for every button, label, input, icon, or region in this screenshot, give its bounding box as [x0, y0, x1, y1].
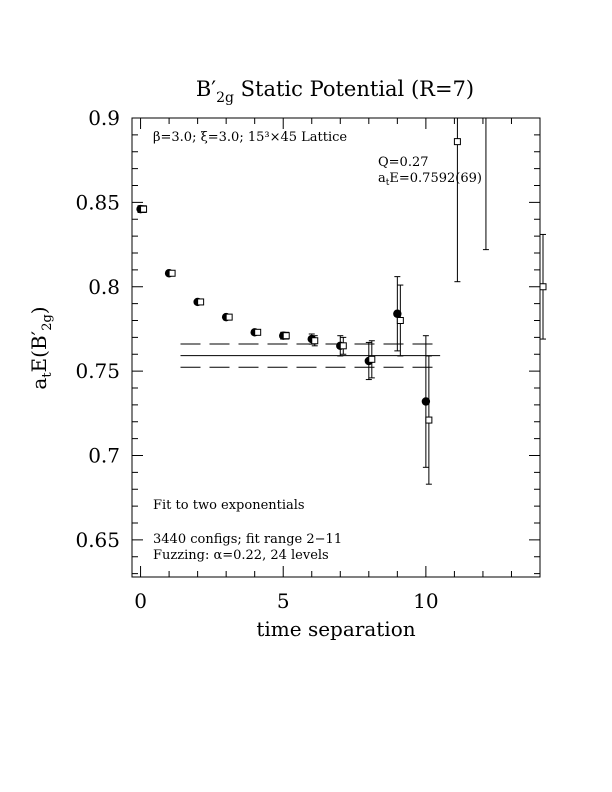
square-marker — [282, 332, 290, 340]
open-square-point — [282, 331, 290, 340]
square-marker — [396, 317, 404, 324]
lattice-annotation: β=3.0; ξ=3.0; 15³×45 Lattice — [153, 130, 347, 145]
x-tick-label: 5 — [277, 589, 290, 613]
open-square-point — [168, 269, 176, 277]
title-rest: Static Potential (R=7) — [234, 77, 474, 101]
energy-t: t — [386, 178, 390, 188]
energy-a: a — [378, 171, 386, 186]
fit-annotation: Fit to two exponentials — [153, 498, 305, 513]
square-marker — [168, 269, 176, 277]
square-marker — [339, 342, 347, 350]
y-tick-label: 0.75 — [75, 359, 120, 383]
open-square-point — [425, 355, 433, 485]
open-square-point — [482, 118, 489, 251]
open-square-point — [197, 298, 205, 306]
open-square-point — [339, 336, 347, 355]
energy-value: E=0.7592(69) — [389, 171, 482, 186]
configs-annotation: 3440 configs; fit range 2−11 — [153, 532, 342, 547]
ylabel-a: a — [27, 378, 51, 390]
filled-circle-point — [421, 335, 431, 468]
filled-circle-point — [393, 276, 402, 352]
y-tick-label: 0.85 — [75, 190, 120, 214]
y-tick-label: 0.8 — [88, 275, 120, 299]
ylabel-e: E(B′ — [27, 330, 51, 372]
axis-ticks — [132, 117, 541, 577]
open-square-point — [368, 340, 376, 379]
ylabel-close: ) — [27, 306, 51, 314]
y-tick-label: 0.7 — [88, 444, 120, 468]
energy-annotation: atE=0.7592(69) — [378, 171, 482, 188]
title-subscript: 2g — [216, 90, 234, 106]
open-square-point — [225, 313, 233, 321]
square-marker — [254, 328, 262, 336]
y-tick-label: 0.9 — [88, 106, 120, 130]
open-square-point — [254, 328, 262, 336]
y-axis-label: atE(B′2g) — [27, 306, 55, 389]
x-axis-label: time separation — [256, 617, 415, 641]
title-main: B′ — [196, 77, 216, 101]
chart-title: B′2g Static Potential (R=7) — [196, 77, 474, 106]
circle-marker — [421, 397, 431, 406]
fuzzing-annotation: Fuzzing: α=0.22, 24 levels — [153, 548, 329, 563]
open-square-point — [453, 118, 461, 283]
ylabel-sub: 2g — [40, 314, 55, 331]
open-square-point — [311, 335, 319, 347]
x-tick-label: 0 — [134, 589, 147, 613]
open-square-point — [140, 205, 148, 213]
square-marker — [453, 138, 461, 146]
square-marker — [140, 205, 148, 213]
y-tick-label: 0.65 — [75, 528, 120, 552]
open-square-point — [539, 233, 547, 340]
square-marker — [368, 355, 376, 363]
ylabel-t: t — [40, 372, 55, 378]
square-marker — [539, 283, 547, 291]
open-square-point — [396, 284, 404, 357]
square-marker — [197, 298, 205, 306]
data-points — [136, 118, 547, 485]
x-tick-label: 10 — [413, 589, 438, 613]
square-marker — [311, 337, 319, 345]
square-marker — [425, 416, 433, 424]
q-annotation: Q=0.27 — [378, 155, 429, 170]
circle-marker — [393, 309, 402, 318]
plot-frame — [131, 117, 541, 578]
axis-tick-labels: 0 5 10 0.65 0.7 0.75 0.8 0.85 0.9 — [75, 106, 438, 613]
square-marker — [225, 313, 233, 321]
